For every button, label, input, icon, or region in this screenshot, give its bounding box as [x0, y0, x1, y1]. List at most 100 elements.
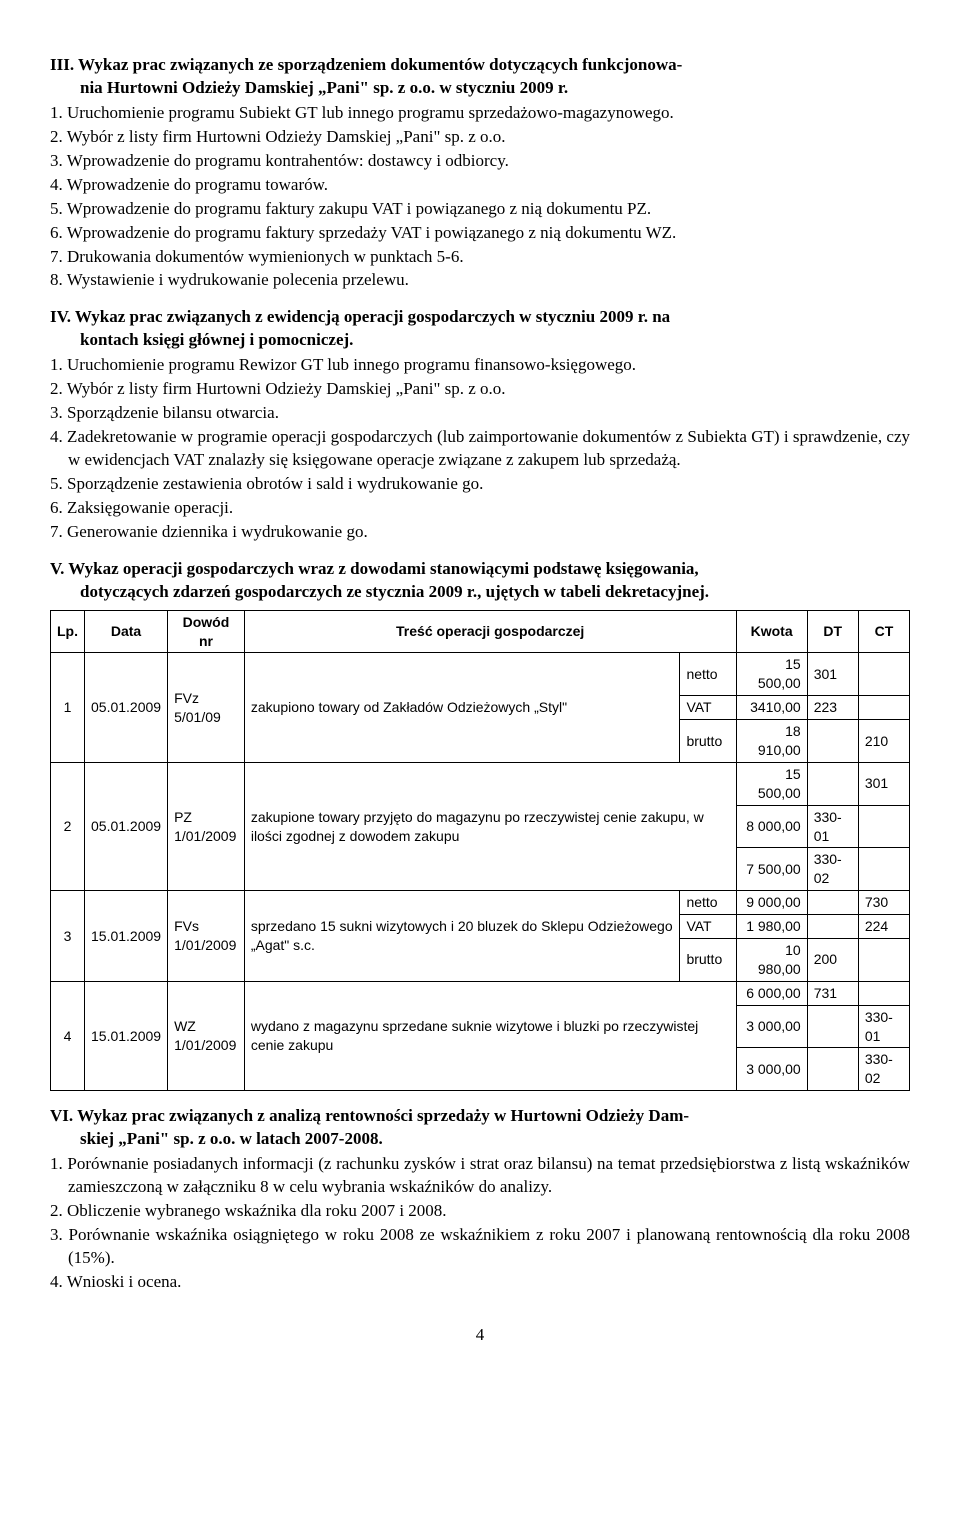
th-kwota: Kwota [736, 610, 807, 653]
section6-heading-line2: skiej „Pani" sp. z o.o. w latach 2007-20… [50, 1128, 910, 1151]
th-data: Data [85, 610, 168, 653]
table-row: 415.01.2009WZ 1/01/2009wydano z magazynu… [51, 981, 910, 1005]
cell-kwota: 15 500,00 [736, 653, 807, 696]
cell-ct: 224 [858, 915, 909, 939]
page-number: 4 [50, 1324, 910, 1347]
list-item: 6. Zaksięgowanie operacji. [50, 497, 910, 520]
cell-ct: 301 [858, 762, 909, 805]
section4-heading-line1: IV. Wykaz prac związanych z ewidencją op… [50, 307, 670, 326]
cell-lp: 2 [51, 762, 85, 890]
list-item: 3. Porównanie wskaźnika osiągniętego w r… [50, 1224, 910, 1270]
cell-dt: 731 [807, 981, 858, 1005]
cell-tresc: zakupiono towary od Zakładów Odzieżowych… [244, 653, 680, 762]
list-item: 4. Wprowadzenie do programu towarów. [50, 174, 910, 197]
cell-data: 05.01.2009 [85, 762, 168, 890]
cell-dowod: FVz 5/01/09 [168, 653, 245, 762]
list-item: 8. Wystawienie i wydrukowanie polecenia … [50, 269, 910, 292]
cell-label: netto [680, 653, 736, 696]
list-item: 1. Uruchomienie programu Rewizor GT lub … [50, 354, 910, 377]
table-row: 105.01.2009FVz 5/01/09zakupiono towary o… [51, 653, 910, 696]
cell-ct: 330-02 [858, 1048, 909, 1091]
th-tresc: Treść operacji gospodarczej [244, 610, 736, 653]
cell-kwota: 6 000,00 [736, 981, 807, 1005]
cell-kwota: 9 000,00 [736, 891, 807, 915]
list-item: 4. Zadekretowanie w programie operacji g… [50, 426, 910, 472]
list-item: 6. Wprowadzenie do programu faktury sprz… [50, 222, 910, 245]
cell-ct: 330-01 [858, 1005, 909, 1048]
cell-ct [858, 848, 909, 891]
section6-heading-line1: VI. Wykaz prac związanych z analizą rent… [50, 1106, 689, 1125]
cell-tresc: wydano z magazynu sprzedane suknie wizyt… [244, 981, 736, 1090]
list-item: 3. Sporządzenie bilansu otwarcia. [50, 402, 910, 425]
cell-lp: 4 [51, 981, 85, 1090]
cell-kwota: 3 000,00 [736, 1048, 807, 1091]
list-item: 2. Wybór z listy firm Hurtowni Odzieży D… [50, 126, 910, 149]
section4-list: 1. Uruchomienie programu Rewizor GT lub … [50, 354, 910, 544]
cell-kwota: 10 980,00 [736, 938, 807, 981]
cell-label: VAT [680, 696, 736, 720]
cell-ct: 730 [858, 891, 909, 915]
cell-kwota: 18 910,00 [736, 720, 807, 763]
cell-dt [807, 762, 858, 805]
section4-heading: IV. Wykaz prac związanych z ewidencją op… [50, 306, 910, 352]
section3-heading-line2: nia Hurtowni Odzieży Damskiej „Pani" sp.… [50, 77, 910, 100]
cell-ct [858, 981, 909, 1005]
section5-heading-line2: dotyczących zdarzeń gospodarczych ze sty… [50, 581, 910, 604]
cell-label: brutto [680, 938, 736, 981]
cell-label: brutto [680, 720, 736, 763]
cell-dowod: PZ 1/01/2009 [168, 762, 245, 890]
list-item: 3. Wprowadzenie do programu kontrahentów… [50, 150, 910, 173]
section4-heading-line2: kontach księgi głównej i pomocniczej. [50, 329, 910, 352]
cell-kwota: 7 500,00 [736, 848, 807, 891]
section6-heading: VI. Wykaz prac związanych z analizą rent… [50, 1105, 910, 1151]
cell-label: VAT [680, 915, 736, 939]
cell-dt [807, 720, 858, 763]
cell-kwota: 3410,00 [736, 696, 807, 720]
cell-data: 15.01.2009 [85, 981, 168, 1090]
cell-dowod: WZ 1/01/2009 [168, 981, 245, 1090]
section5-heading: V. Wykaz operacji gospodarczych wraz z d… [50, 558, 910, 604]
section5-heading-line1: V. Wykaz operacji gospodarczych wraz z d… [50, 559, 699, 578]
cell-dt: 301 [807, 653, 858, 696]
cell-dt: 330-01 [807, 805, 858, 848]
cell-tresc: zakupione towary przyjęto do magazynu po… [244, 762, 736, 890]
section6-list: 1. Porównanie posiadanych informacji (z … [50, 1153, 910, 1294]
th-ct: CT [858, 610, 909, 653]
table-header-row: Lp. Data Dowód nr Treść operacji gospoda… [51, 610, 910, 653]
section3-list: 1. Uruchomienie programu Subiekt GT lub … [50, 102, 910, 293]
th-dowod: Dowód nr [168, 610, 245, 653]
cell-ct: 210 [858, 720, 909, 763]
cell-kwota: 1 980,00 [736, 915, 807, 939]
list-item: 4. Wnioski i ocena. [50, 1271, 910, 1294]
section3-heading-line1: III. Wykaz prac związanych ze sporządzen… [50, 55, 682, 74]
th-lp: Lp. [51, 610, 85, 653]
cell-lp: 3 [51, 891, 85, 982]
list-item: 1. Porównanie posiadanych informacji (z … [50, 1153, 910, 1199]
cell-kwota: 15 500,00 [736, 762, 807, 805]
cell-dt [807, 915, 858, 939]
cell-ct [858, 653, 909, 696]
list-item: 1. Uruchomienie programu Subiekt GT lub … [50, 102, 910, 125]
cell-dt: 330-02 [807, 848, 858, 891]
cell-tresc: sprzedano 15 sukni wizytowych i 20 bluze… [244, 891, 680, 982]
cell-data: 15.01.2009 [85, 891, 168, 982]
cell-kwota: 3 000,00 [736, 1005, 807, 1048]
cell-dt [807, 1005, 858, 1048]
list-item: 7. Generowanie dziennika i wydrukowanie … [50, 521, 910, 544]
cell-lp: 1 [51, 653, 85, 762]
cell-dowod: FVs 1/01/2009 [168, 891, 245, 982]
cell-kwota: 8 000,00 [736, 805, 807, 848]
cell-dt: 200 [807, 938, 858, 981]
section3-heading: III. Wykaz prac związanych ze sporządzen… [50, 54, 910, 100]
cell-data: 05.01.2009 [85, 653, 168, 762]
list-item: 5. Wprowadzenie do programu faktury zaku… [50, 198, 910, 221]
cell-ct [858, 696, 909, 720]
cell-ct [858, 805, 909, 848]
cell-ct [858, 938, 909, 981]
cell-label: netto [680, 891, 736, 915]
list-item: 2. Wybór z listy firm Hurtowni Odzieży D… [50, 378, 910, 401]
cell-dt [807, 1048, 858, 1091]
th-dt: DT [807, 610, 858, 653]
list-item: 2. Obliczenie wybranego wskaźnika dla ro… [50, 1200, 910, 1223]
table-row: 315.01.2009FVs 1/01/2009sprzedano 15 suk… [51, 891, 910, 915]
